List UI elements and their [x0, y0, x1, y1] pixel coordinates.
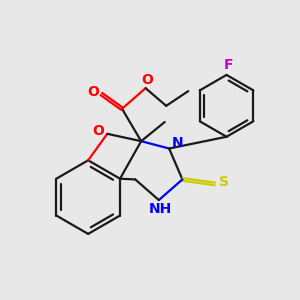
Text: N: N — [172, 136, 183, 150]
Text: O: O — [92, 124, 104, 138]
Text: O: O — [87, 85, 99, 99]
Text: F: F — [223, 58, 233, 73]
Text: NH: NH — [149, 202, 172, 217]
Text: S: S — [219, 176, 229, 189]
Text: O: O — [141, 73, 153, 87]
